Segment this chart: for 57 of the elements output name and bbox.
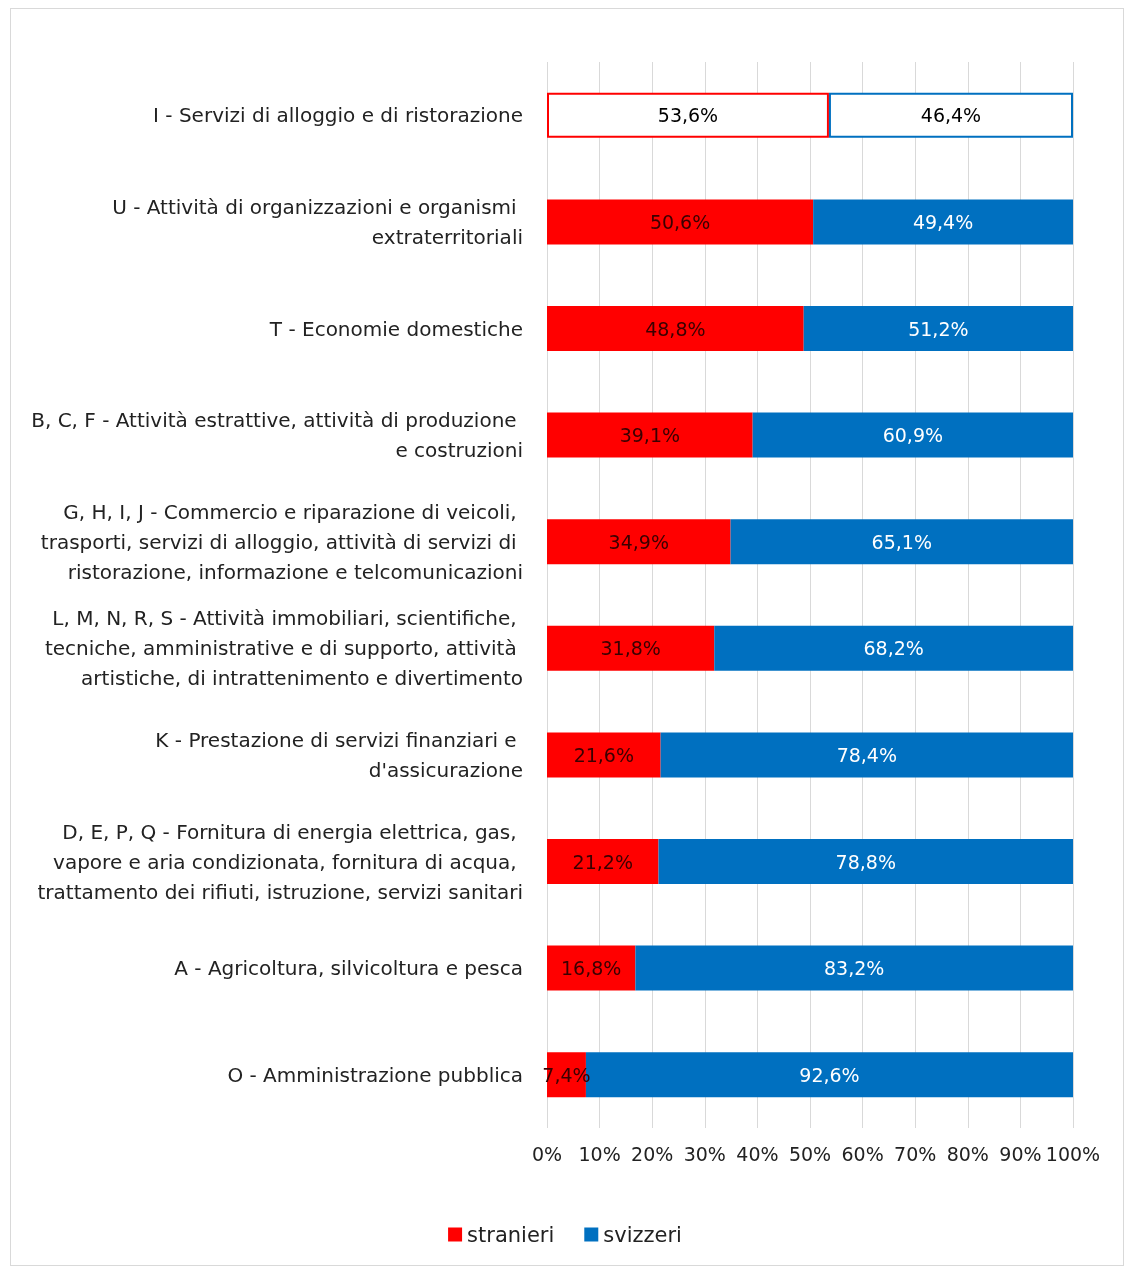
bar — [547, 199, 814, 245]
x-tick-label: 20% — [631, 1142, 674, 1165]
data-label: 83,2% — [824, 957, 885, 980]
x-tick-label: 90% — [999, 1142, 1042, 1165]
y-tick-label: A - Agricoltura, silvicoltura e pesca — [174, 956, 523, 981]
bar — [752, 412, 1073, 458]
x-tick-label: 50% — [788, 1142, 832, 1165]
x-tick-label: 60% — [841, 1142, 884, 1165]
bar — [547, 412, 753, 458]
data-label: 53,6% — [657, 104, 719, 127]
bar — [547, 306, 804, 351]
bar — [660, 732, 1073, 778]
bar — [547, 519, 731, 565]
data-label: 16,8% — [561, 957, 622, 980]
bar — [547, 625, 715, 671]
bar — [803, 306, 1073, 351]
bar — [813, 199, 1073, 245]
x-tick-label: 40% — [736, 1142, 779, 1165]
bar — [547, 732, 661, 778]
data-label: 46,4% — [920, 104, 982, 127]
data-label: 92,6% — [799, 1063, 860, 1086]
bar — [714, 625, 1073, 671]
data-label: 78,8% — [835, 850, 896, 873]
data-label: 39,1% — [619, 424, 681, 447]
y-tick-label: B, C, F - Attività estrattive, attività di produzione e costruzioni — [31, 408, 523, 463]
data-label: 49,4% — [912, 210, 974, 233]
y-tick-label: O - Amministrazione pubblica — [227, 1062, 523, 1087]
y-tick-label: I - Servizi di alloggio e di ristorazione — [153, 103, 523, 128]
data-label: 34,9% — [608, 530, 669, 553]
bar — [730, 519, 1073, 565]
y-tick-label: L, M, N, R, S - Attività immobiliari, scientifiche, tecniche, amministrative e di supporto, attività artistiche, di intrattenimento e divertimento — [44, 606, 523, 691]
y-tick-label: K - Prestazione di servizi finanziari e d'assicurazione — [155, 727, 523, 782]
data-label: 68,2% — [863, 637, 924, 660]
bar — [658, 839, 1073, 884]
x-tick-label: 100% — [1045, 1142, 1101, 1165]
y-tick-label: T - Economie domestiche — [268, 316, 523, 341]
data-label: 51,2% — [908, 317, 969, 340]
x-tick-label: 30% — [683, 1142, 726, 1165]
x-tick-label: 0% — [531, 1142, 563, 1165]
data-label: 31,8% — [600, 637, 661, 660]
data-label: 48,8% — [645, 317, 706, 340]
y-tick-label: U - Attività di organizzazioni e organismi extraterritoriali — [112, 194, 523, 249]
bar — [635, 945, 1073, 991]
legend-label: svizzeri — [603, 1222, 682, 1247]
x-tick-label: 10% — [578, 1142, 621, 1165]
data-label: 21,2% — [572, 850, 633, 873]
y-tick-label: G, H, I, J - Commercio e riparazione di veicoli, trasporti, servizi di alloggio, attività di servizi di ristorazione, informazione e telcomunicazioni — [40, 499, 523, 584]
legend-label: stranieri — [467, 1222, 555, 1247]
x-tick-label: 80% — [946, 1142, 989, 1165]
y-tick-label: D, E, P, Q - Fornitura di energia elettrica, gas, vapore e aria condizionata, fornitura di acqua, trattamento dei rifiuti, istruzione, servizi sanitari — [37, 819, 523, 904]
data-label: 50,6% — [649, 210, 711, 233]
data-label: 65,1% — [871, 530, 932, 553]
data-label: 60,9% — [882, 424, 944, 447]
data-label: 78,4% — [836, 743, 897, 766]
bar — [547, 839, 659, 884]
x-tick-label: 70% — [894, 1142, 937, 1165]
data-label: 21,6% — [573, 743, 634, 766]
